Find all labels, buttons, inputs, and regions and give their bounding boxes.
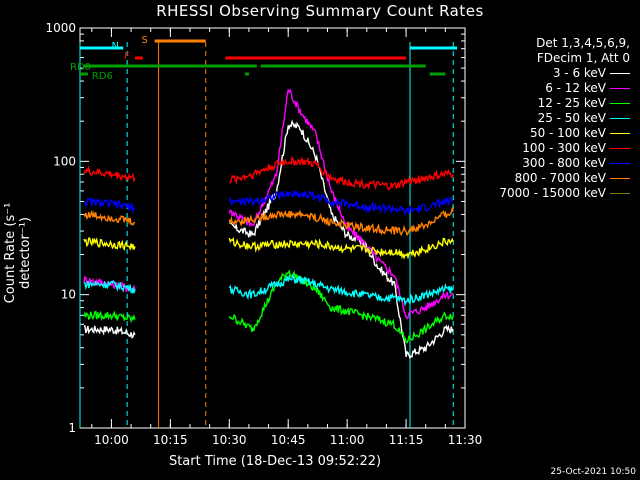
series-line <box>228 188 454 216</box>
y-tick-label: 1 <box>68 421 76 435</box>
legend-swatch <box>610 88 630 89</box>
series-300-800-kev <box>83 188 454 216</box>
flag-bar-label: N <box>111 41 118 52</box>
flag-bar-label: F <box>124 51 130 62</box>
x-tick-label: 10:30 <box>212 433 247 447</box>
x-tick-label: 11:00 <box>330 433 365 447</box>
legend-swatch <box>610 118 630 119</box>
legend-entry: 25 - 50 keV <box>499 111 630 126</box>
series-100-300-kev <box>83 155 454 192</box>
series-line <box>83 325 136 340</box>
x-tick-label: 11:30 <box>448 433 483 447</box>
series-12-25-kev <box>83 269 454 344</box>
x-tick-label: 10:45 <box>271 433 306 447</box>
y-tick-label: 100 <box>53 154 76 168</box>
legend-entry: 7000 - 15000 keV <box>499 186 630 201</box>
legend-swatch <box>610 163 630 164</box>
series-line <box>83 165 136 183</box>
legend-entry: 800 - 7000 keV <box>499 171 630 186</box>
legend-header-line-2: FDecim 1, Att 0 <box>536 51 630 65</box>
series-50-100-kev <box>83 236 454 260</box>
legend-swatch <box>610 178 630 179</box>
legend-label: 7000 - 15000 keV <box>499 186 606 200</box>
legend: Det 1,3,4,5,6,9, FDecim 1, Att 0 3 - 6 k… <box>499 36 630 201</box>
series-line <box>228 273 454 307</box>
legend-entry: 100 - 300 keV <box>499 141 630 156</box>
plot-frame <box>79 27 466 429</box>
series-line <box>83 310 136 324</box>
y-tick-label: 1000 <box>45 21 76 35</box>
x-tick-label: 10:15 <box>153 433 188 447</box>
series-line <box>83 209 136 227</box>
timestamp: 25-Oct-2021 10:50 <box>550 467 636 477</box>
legend-swatch <box>610 73 630 74</box>
series-line <box>228 119 454 360</box>
legend-entry: 12 - 25 keV <box>499 96 630 111</box>
series-line <box>83 197 136 215</box>
legend-entry: 6 - 12 keV <box>499 81 630 96</box>
legend-label: 800 - 7000 keV <box>514 171 606 185</box>
series-line <box>83 237 136 252</box>
legend-header-line-1: Det 1,3,4,5,6,9, <box>536 36 630 50</box>
chart-title: RHESSI Observing Summary Count Rates <box>156 2 484 20</box>
flag-bar-label: RD6 <box>92 71 113 82</box>
series-line <box>83 279 136 294</box>
flag-bar-label: S <box>141 35 147 46</box>
legend-label: 25 - 50 keV <box>537 111 606 125</box>
flag-bar-label: RD0 <box>70 62 91 73</box>
series-3-6-kev <box>83 119 454 360</box>
x-tick-label: 11:15 <box>389 433 424 447</box>
legend-swatch <box>610 193 630 194</box>
y-axis-label: Count Rate (s⁻¹ detector⁻¹) <box>3 202 33 304</box>
x-axis-label: Start Time (18-Dec-13 09:52:22) <box>168 454 382 469</box>
legend-swatch <box>610 148 630 149</box>
legend-entry: 300 - 800 keV <box>499 156 630 171</box>
series-800-7000-kev <box>83 206 454 237</box>
series-line <box>228 236 454 260</box>
y-tick-label: 10 <box>61 288 76 302</box>
series-line <box>228 269 454 344</box>
legend-swatch <box>610 103 630 104</box>
legend-entry: 3 - 6 keV <box>499 66 630 81</box>
series-line <box>229 155 454 192</box>
series-25-50-kev <box>83 273 454 307</box>
legend-label: 3 - 6 keV <box>552 66 606 80</box>
legend-label: 100 - 300 keV <box>522 141 606 155</box>
x-tick-label: 10:00 <box>94 433 129 447</box>
legend-label: 12 - 25 keV <box>537 96 606 110</box>
legend-label: 50 - 100 keV <box>529 126 606 140</box>
legend-swatch <box>610 133 630 134</box>
series-line <box>228 206 454 237</box>
legend-label: 300 - 800 keV <box>522 156 606 170</box>
legend-entry: 50 - 100 keV <box>499 126 630 141</box>
legend-label: 6 - 12 keV <box>545 81 606 95</box>
